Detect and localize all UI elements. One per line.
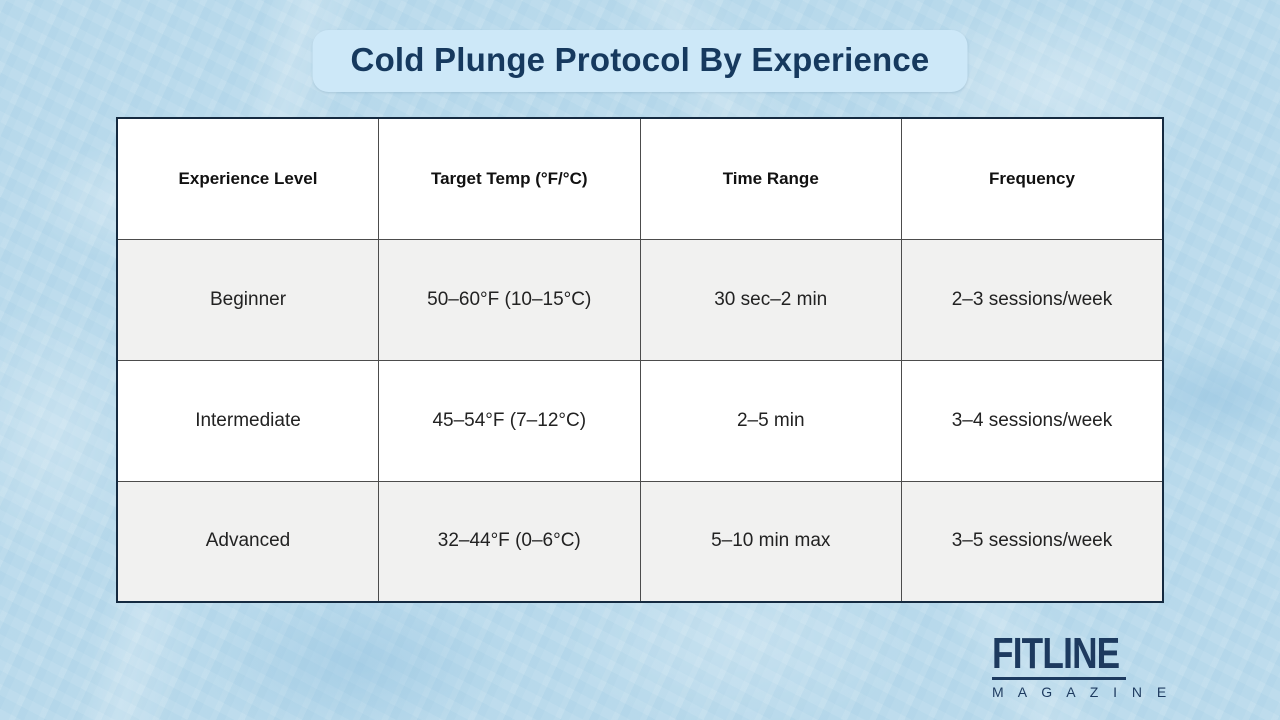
logo-wordmark: FITLINE bbox=[992, 628, 1120, 678]
logo-subtitle: M A G A Z I N E bbox=[992, 684, 1172, 700]
page-title: Cold Plunge Protocol By Experience bbox=[350, 41, 930, 78]
cell-advanced-time: 5–10 min max bbox=[639, 480, 902, 603]
fitline-magazine-logo: FITLINE M A G A Z I N E bbox=[992, 628, 1172, 700]
column-header-experience-level: Experience Level bbox=[116, 117, 379, 240]
cell-advanced-temp: 32–44°F (0–6°C) bbox=[378, 480, 641, 603]
column-header-frequency: Frequency bbox=[901, 117, 1164, 240]
protocol-table-container: Experience Level Target Temp (°F/°C) Tim… bbox=[116, 117, 1164, 603]
table-row-intermediate: Intermediate 45–54°F (7–12°C) 2–5 min 3–… bbox=[116, 359, 1164, 482]
column-header-time-range: Time Range bbox=[639, 117, 902, 240]
cell-intermediate-time: 2–5 min bbox=[639, 359, 902, 482]
table-header-row: Experience Level Target Temp (°F/°C) Tim… bbox=[116, 117, 1164, 240]
cell-intermediate-level: Intermediate bbox=[116, 359, 379, 482]
cell-advanced-frequency: 3–5 sessions/week bbox=[901, 480, 1164, 603]
cell-beginner-temp: 50–60°F (10–15°C) bbox=[378, 238, 641, 361]
title-badge: Cold Plunge Protocol By Experience bbox=[312, 30, 968, 92]
cell-beginner-time: 30 sec–2 min bbox=[639, 238, 902, 361]
protocol-table: Experience Level Target Temp (°F/°C) Tim… bbox=[116, 117, 1164, 603]
cell-advanced-level: Advanced bbox=[116, 480, 379, 603]
logo-divider-line bbox=[992, 677, 1126, 680]
table-row-advanced: Advanced 32–44°F (0–6°C) 5–10 min max 3–… bbox=[116, 480, 1164, 603]
table-row-beginner: Beginner 50–60°F (10–15°C) 30 sec–2 min … bbox=[116, 238, 1164, 361]
cell-intermediate-frequency: 3–4 sessions/week bbox=[901, 359, 1164, 482]
cell-intermediate-temp: 45–54°F (7–12°C) bbox=[378, 359, 641, 482]
cell-beginner-frequency: 2–3 sessions/week bbox=[901, 238, 1164, 361]
column-header-target-temp: Target Temp (°F/°C) bbox=[378, 117, 641, 240]
cell-beginner-level: Beginner bbox=[116, 238, 379, 361]
